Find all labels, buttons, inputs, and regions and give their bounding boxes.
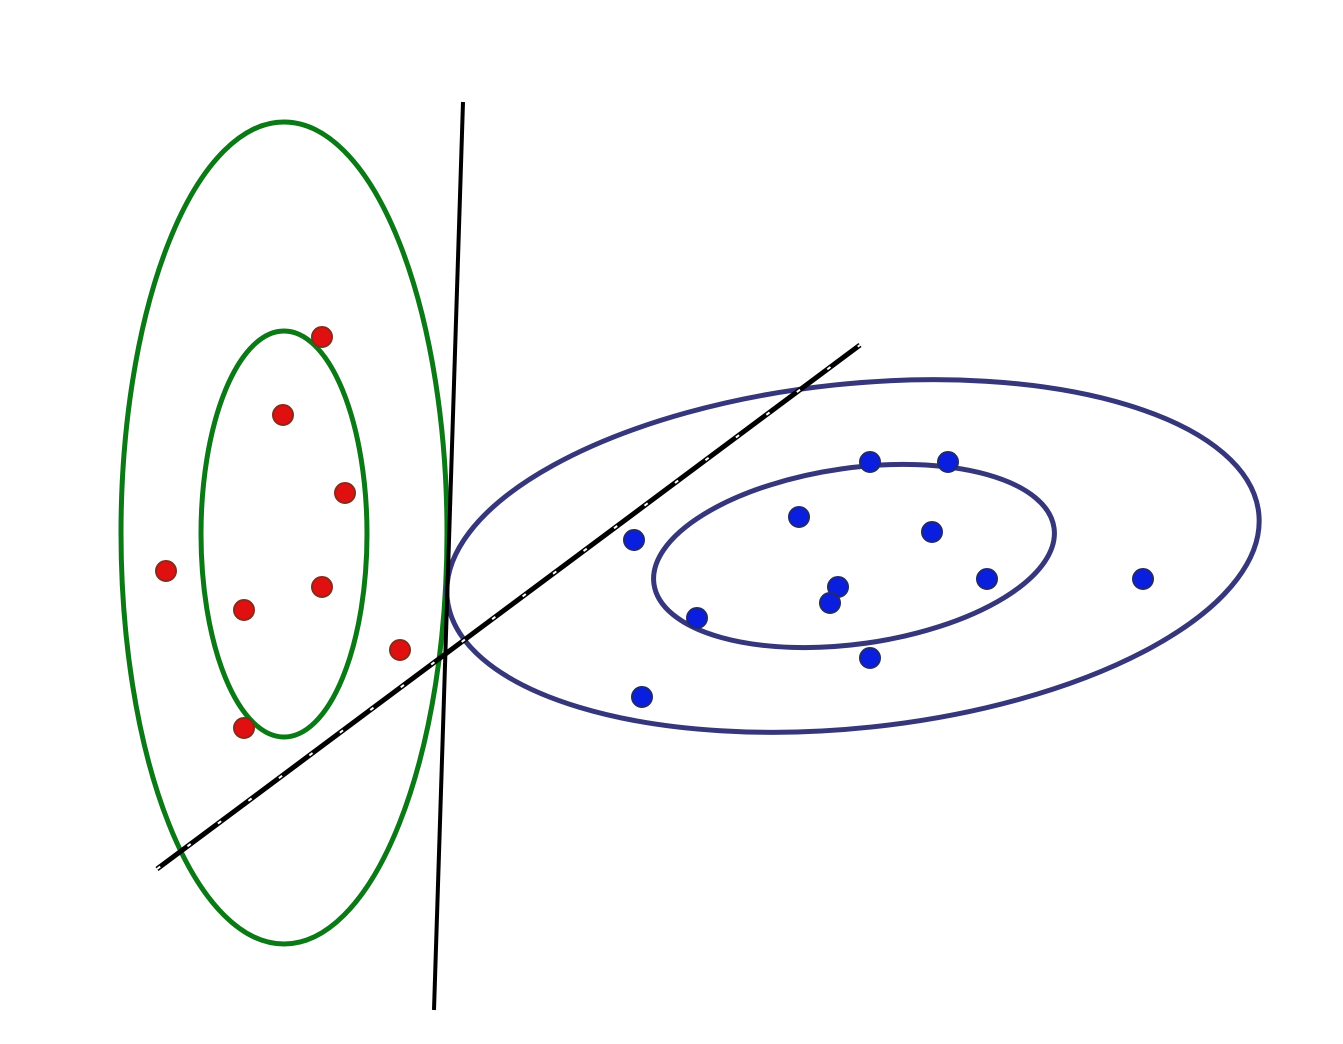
class-a-point (389, 639, 411, 661)
class-a-point (233, 599, 255, 621)
class-b-point (686, 607, 708, 629)
class-b-inner-contour (651, 461, 1057, 651)
class-a-inner-contour (198, 328, 370, 740)
class-b-point (631, 686, 653, 708)
class-b-point (1132, 568, 1154, 590)
class-a-point (272, 404, 294, 426)
class-b-point (819, 592, 841, 614)
class-b-point (937, 451, 959, 473)
class-a-point (311, 326, 333, 348)
class-a-point (334, 482, 356, 504)
class-b-point (788, 506, 810, 528)
solid-decision-boundary (432, 101, 465, 1011)
class-a-points (155, 326, 411, 739)
class-b-point (859, 647, 881, 669)
class-b-point (921, 521, 943, 543)
class-b-point (623, 529, 645, 551)
class-a-point (233, 717, 255, 739)
class-a-outer-contour (118, 119, 450, 947)
dashed-decision-boundary-underlay (155, 342, 862, 872)
class-b-points (623, 451, 1154, 708)
class-a-point (155, 560, 177, 582)
class-b-point (976, 568, 998, 590)
class-b-point (859, 451, 881, 473)
class-a-point (311, 576, 333, 598)
